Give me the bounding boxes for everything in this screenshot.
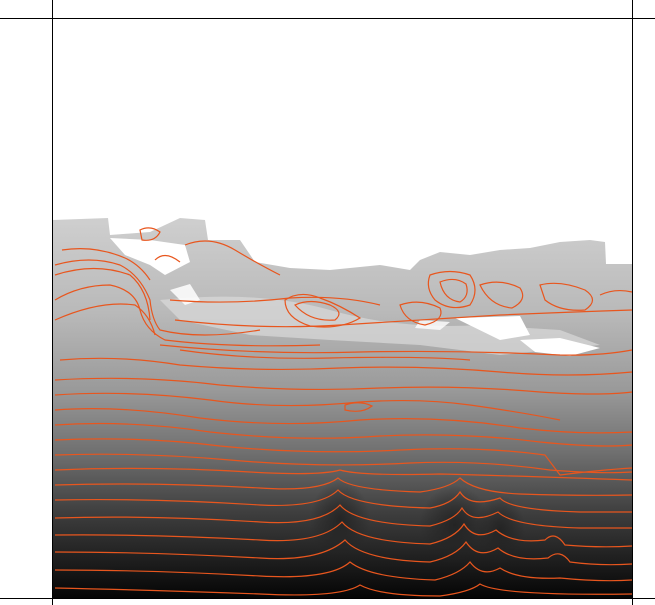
contour-line (54, 284, 321, 347)
contour-line (54, 561, 633, 582)
void-patch (110, 238, 190, 275)
contour-line (427, 270, 476, 309)
void-patch (520, 338, 600, 356)
contour-line (54, 453, 633, 474)
contour-line (54, 583, 633, 597)
contour-line (184, 240, 281, 276)
contour-line (54, 539, 633, 566)
dark-bump (475, 495, 525, 565)
contour-line (284, 293, 362, 328)
void-patch (455, 316, 530, 340)
contour-line (54, 422, 633, 447)
contour-line (54, 438, 633, 476)
light-patch (160, 296, 600, 355)
contour-line (599, 289, 633, 296)
contour-line (54, 267, 151, 321)
contour-line (54, 489, 632, 513)
contour-line (159, 344, 633, 356)
contour-line (139, 227, 161, 241)
contour-line (479, 281, 524, 309)
void-patch (415, 320, 450, 330)
contour-line (54, 392, 561, 421)
contour-line (294, 300, 340, 321)
contour-line (54, 477, 633, 496)
contour-line (54, 408, 633, 434)
contour-line (54, 467, 633, 481)
contour-line (61, 248, 151, 281)
contour-line (439, 278, 468, 303)
contour-lines (54, 227, 633, 597)
void-patch (170, 284, 200, 305)
contour-line (59, 357, 633, 376)
contour-line (179, 349, 471, 361)
contour-line (169, 296, 381, 306)
dark-bump (310, 480, 370, 560)
contour-line (54, 303, 156, 336)
contour-line (399, 301, 442, 326)
contour-line (174, 309, 633, 328)
contour-line (54, 504, 632, 529)
contour-line (54, 259, 261, 336)
contour-line (54, 521, 633, 548)
contour-line (539, 282, 594, 311)
contour-line (154, 254, 181, 263)
contour-line (54, 377, 633, 395)
grayscale-field (53, 218, 632, 598)
dark-bump (420, 485, 490, 565)
